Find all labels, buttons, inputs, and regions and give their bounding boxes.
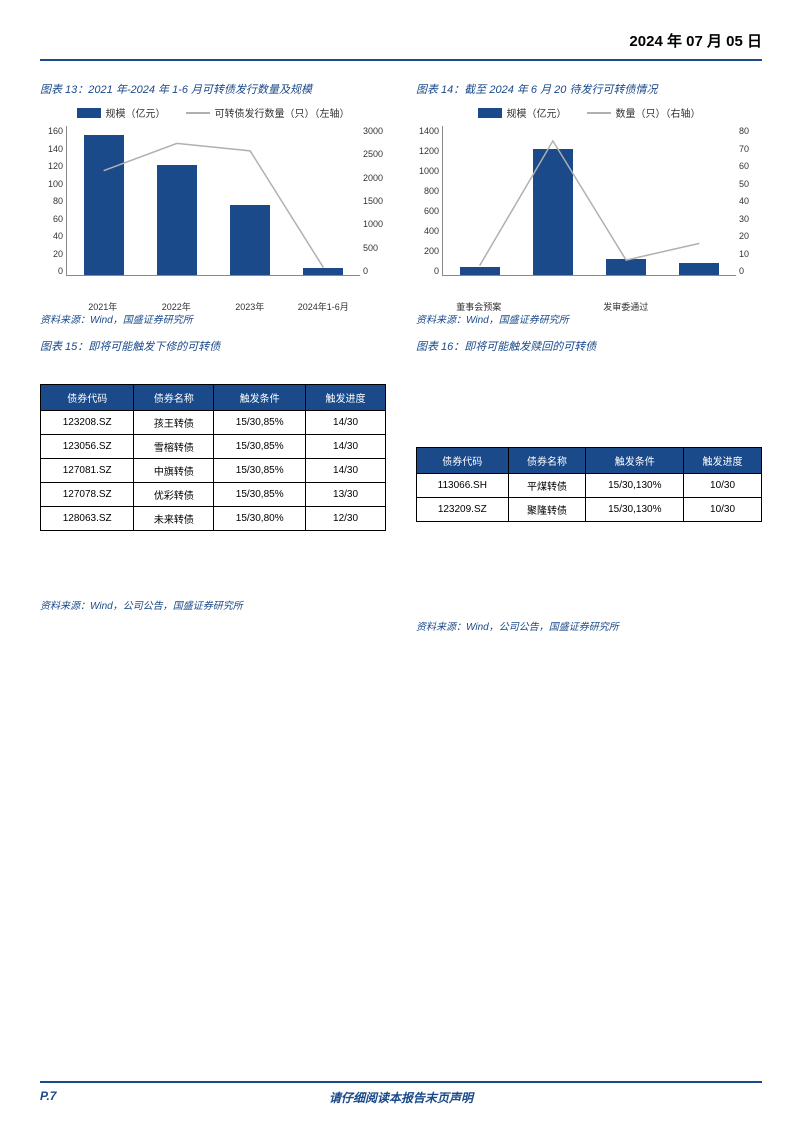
chart13-area: 160140120100806040200 300025002000150010… — [40, 126, 386, 296]
page-header: 2024 年 07 月 05 日 — [40, 30, 762, 61]
legend-line-icon — [587, 112, 611, 114]
table15: 债券代码债券名称触发条件触发进度123208.SZ孩王转债15/30,85%14… — [40, 384, 386, 531]
chart14-y-right: 80706050403020100 — [736, 126, 762, 276]
bar — [679, 263, 719, 275]
bar — [157, 165, 197, 275]
table16-title: 图表 16：即将可能触发赎回的可转债 — [416, 338, 762, 354]
table-row: 123209.SZ聚隆转债15/30,130%10/30 — [417, 498, 762, 522]
table15-source: 资料来源：Wind，公司公告，国盛证券研究所 — [40, 597, 386, 612]
bar — [303, 268, 343, 275]
chart14-area: 1400120010008006004002000 80706050403020… — [416, 126, 762, 296]
legend-bar: 规模（亿元） — [77, 105, 166, 120]
table-header: 债券名称 — [134, 385, 214, 411]
table-header: 触发条件 — [214, 385, 306, 411]
legend-line-icon — [186, 112, 210, 114]
table-row: 128063.SZ未来转债15/30,80%12/30 — [41, 507, 386, 531]
legend-line: 可转债发行数量（只）（左轴） — [186, 105, 350, 120]
chart13-bars — [67, 126, 360, 275]
chart14-x-labels: 董事会预案发审委通过 — [416, 300, 762, 313]
page-footer: P.7 请仔细阅读本报告末页声明 — [40, 1081, 762, 1103]
chart13-y-left: 160140120100806040200 — [40, 126, 66, 276]
table-header: 触发进度 — [306, 385, 386, 411]
table-header: 触发进度 — [684, 448, 762, 474]
table-row: 113066.SH平煤转债15/30,130%10/30 — [417, 474, 762, 498]
chart13-plot — [66, 126, 360, 276]
left-column: 图表 13：2021 年-2024 年 1-6 月可转债发行数量及规模 规模（亿… — [40, 81, 386, 645]
chart13-source: 资料来源：Wind，国盛证券研究所 — [40, 311, 386, 326]
chart13-y-right: 300025002000150010005000 — [360, 126, 386, 276]
footer-page: P.7 — [40, 1089, 56, 1103]
chart14-plot — [442, 126, 736, 276]
bar — [606, 259, 646, 275]
legend-bar: 规模（亿元） — [478, 105, 567, 120]
table-row: 127078.SZ优彩转债15/30,85%13/30 — [41, 483, 386, 507]
right-column: 图表 14：截至 2024 年 6 月 20 待发行可转债情况 规模（亿元） 数… — [416, 81, 762, 645]
table-row: 127081.SZ中旗转债15/30,85%14/30 — [41, 459, 386, 483]
table16: 债券代码债券名称触发条件触发进度113066.SH平煤转债15/30,130%1… — [416, 447, 762, 522]
table16-source: 资料来源：Wind，公司公告，国盛证券研究所 — [416, 618, 762, 633]
bar — [84, 135, 124, 275]
chart13-x-labels: 2021年2022年2023年2024年1-6月 — [40, 300, 386, 313]
chart13-title: 图表 13：2021 年-2024 年 1-6 月可转债发行数量及规模 — [40, 81, 386, 97]
header-date: 2024 年 07 月 05 日 — [629, 33, 762, 50]
legend-bar-icon — [77, 108, 101, 118]
bar — [533, 149, 573, 275]
chart14-bars — [443, 126, 736, 275]
main-columns: 图表 13：2021 年-2024 年 1-6 月可转债发行数量及规模 规模（亿… — [40, 81, 762, 645]
footer-disclaimer: 请仔细阅读本报告末页声明 — [329, 1089, 473, 1106]
chart13-legend: 规模（亿元） 可转债发行数量（只）（左轴） — [40, 105, 386, 120]
table15-title: 图表 15：即将可能触发下修的可转债 — [40, 338, 386, 354]
chart14: 规模（亿元） 数量（只）（右轴） 14001200100080060040020… — [416, 105, 762, 305]
legend-bar-icon — [478, 108, 502, 118]
table-header: 债券名称 — [508, 448, 586, 474]
chart14-legend: 规模（亿元） 数量（只）（右轴） — [416, 105, 762, 120]
bar — [230, 205, 270, 275]
legend-line: 数量（只）（右轴） — [587, 105, 701, 120]
table-row: 123056.SZ雪榕转债15/30,85%14/30 — [41, 435, 386, 459]
chart14-title: 图表 14：截至 2024 年 6 月 20 待发行可转债情况 — [416, 81, 762, 97]
table-row: 123208.SZ孩王转债15/30,85%14/30 — [41, 411, 386, 435]
chart14-source: 资料来源：Wind，国盛证券研究所 — [416, 311, 762, 326]
chart14-y-left: 1400120010008006004002000 — [416, 126, 442, 276]
bar — [460, 267, 500, 276]
table-header: 触发条件 — [586, 448, 684, 474]
table-header: 债券代码 — [417, 448, 509, 474]
table-header: 债券代码 — [41, 385, 134, 411]
chart13: 规模（亿元） 可转债发行数量（只）（左轴） 160140120100806040… — [40, 105, 386, 305]
